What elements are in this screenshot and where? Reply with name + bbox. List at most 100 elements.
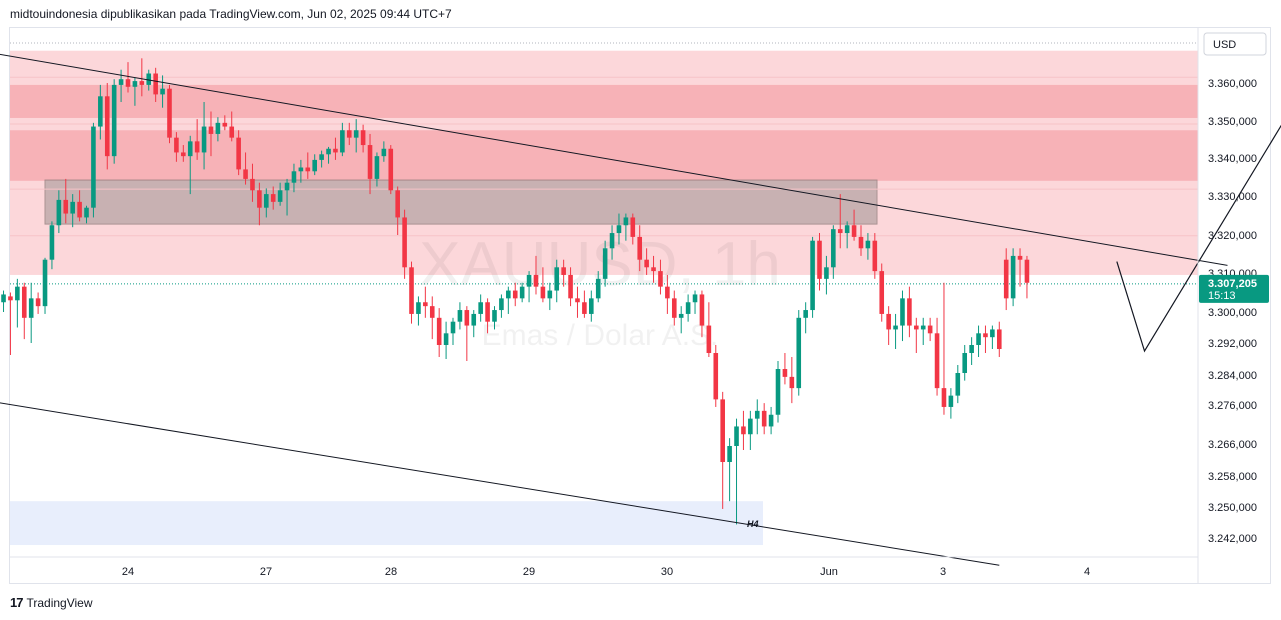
- candle-up[interactable]: [49, 225, 55, 260]
- candle-down[interactable]: [720, 399, 725, 462]
- candle-up[interactable]: [990, 329, 995, 338]
- candle-down[interactable]: [512, 290, 518, 299]
- candle-down[interactable]: [21, 286, 27, 318]
- candle-up[interactable]: [28, 298, 34, 318]
- candle-down[interactable]: [257, 190, 262, 208]
- candle-down[interactable]: [236, 137, 241, 170]
- candle-down[interactable]: [367, 145, 373, 179]
- demand-zone[interactable]: [10, 501, 763, 546]
- chart-frame[interactable]: [9, 27, 1271, 584]
- candle-up[interactable]: [118, 79, 124, 85]
- candle-up[interactable]: [443, 333, 449, 345]
- candle-up[interactable]: [264, 194, 269, 208]
- candle-down[interactable]: [741, 426, 746, 435]
- candle-down[interactable]: [630, 217, 636, 237]
- candle-down[interactable]: [851, 225, 857, 237]
- candle-up[interactable]: [284, 182, 290, 191]
- candle-up[interactable]: [920, 325, 926, 330]
- tradingview-logo-icon[interactable]: 17: [10, 595, 24, 610]
- candle-down[interactable]: [1003, 259, 1009, 299]
- candle-up[interactable]: [519, 286, 525, 299]
- candle-up[interactable]: [187, 141, 193, 157]
- candle-down[interactable]: [181, 152, 186, 157]
- candle-up[interactable]: [340, 130, 345, 153]
- candle-down[interactable]: [837, 229, 843, 234]
- candle-up[interactable]: [111, 84, 117, 157]
- candle-up[interactable]: [547, 290, 553, 299]
- footer-brand[interactable]: TradingView: [26, 595, 93, 610]
- candle-up[interactable]: [312, 159, 318, 172]
- candle-down[interactable]: [63, 199, 69, 214]
- candle-down[interactable]: [174, 137, 179, 153]
- candle-up[interactable]: [865, 240, 871, 249]
- candle-down[interactable]: [77, 201, 82, 218]
- candle-up[interactable]: [381, 148, 387, 157]
- candle-down[interactable]: [872, 240, 878, 272]
- candle-down[interactable]: [886, 313, 891, 330]
- candle-down[interactable]: [125, 79, 131, 87]
- candle-down[interactable]: [243, 169, 248, 179]
- candle-down[interactable]: [395, 190, 400, 218]
- candle-up[interactable]: [754, 410, 760, 419]
- candle-down[interactable]: [983, 333, 988, 338]
- candle-up[interactable]: [84, 207, 89, 218]
- candle-up[interactable]: [734, 426, 739, 446]
- candle-down[interactable]: [208, 126, 214, 134]
- candle-down[interactable]: [858, 236, 864, 249]
- candle-up[interactable]: [768, 414, 774, 427]
- candle-down[interactable]: [388, 148, 394, 191]
- candle-up[interactable]: [91, 126, 96, 208]
- candle-down[interactable]: [229, 126, 235, 138]
- candle-down[interactable]: [423, 302, 428, 307]
- candle-up[interactable]: [70, 201, 75, 214]
- candle-up[interactable]: [824, 267, 829, 279]
- candle-down[interactable]: [333, 148, 338, 153]
- candle-up[interactable]: [1010, 255, 1016, 299]
- candle-down[interactable]: [927, 325, 933, 334]
- candle-up[interactable]: [42, 259, 48, 307]
- candle-down[interactable]: [907, 298, 912, 326]
- candle-down[interactable]: [761, 410, 767, 427]
- candle-up[interactable]: [457, 310, 463, 322]
- candle-down[interactable]: [194, 141, 200, 153]
- candle-up[interactable]: [775, 369, 781, 415]
- candle-up[interactable]: [277, 190, 283, 202]
- candle-up[interactable]: [201, 126, 207, 153]
- candle-down[interactable]: [429, 306, 435, 318]
- candle-up[interactable]: [160, 88, 165, 95]
- candle-up[interactable]: [595, 278, 601, 299]
- candle-down[interactable]: [305, 167, 311, 172]
- candle-up[interactable]: [685, 302, 691, 314]
- candle-down[interactable]: [222, 122, 228, 127]
- candle-down[interactable]: [879, 271, 885, 314]
- candle-up[interactable]: [803, 310, 808, 318]
- candle-up[interactable]: [506, 290, 511, 299]
- candle-up[interactable]: [955, 373, 961, 396]
- candle-down[interactable]: [167, 88, 172, 138]
- candle-down[interactable]: [658, 271, 663, 287]
- candle-up[interactable]: [616, 225, 622, 234]
- candle-up[interactable]: [554, 267, 560, 291]
- candle-up[interactable]: [374, 156, 380, 179]
- candle-down[interactable]: [8, 296, 13, 301]
- candle-up[interactable]: [727, 446, 732, 462]
- candle-up[interactable]: [499, 298, 504, 311]
- candle-down[interactable]: [582, 302, 587, 314]
- candle-up[interactable]: [98, 96, 103, 127]
- candle-up[interactable]: [900, 298, 905, 326]
- candle-down[interactable]: [934, 333, 940, 389]
- projection-path[interactable]: [1116, 89, 1281, 353]
- candle-down[interactable]: [706, 325, 712, 353]
- candle-down[interactable]: [575, 298, 580, 303]
- candle-down[interactable]: [402, 217, 407, 268]
- candle-up[interactable]: [748, 418, 753, 435]
- candle-down[interactable]: [699, 294, 705, 326]
- supply-inner-zone[interactable]: [10, 84, 1198, 118]
- trendline[interactable]: [0, 53, 1228, 266]
- candle-down[interactable]: [782, 369, 788, 377]
- candle-up[interactable]: [589, 298, 594, 314]
- candle-down[interactable]: [1017, 255, 1023, 260]
- candle-down[interactable]: [436, 317, 442, 345]
- candle-up[interactable]: [146, 73, 152, 85]
